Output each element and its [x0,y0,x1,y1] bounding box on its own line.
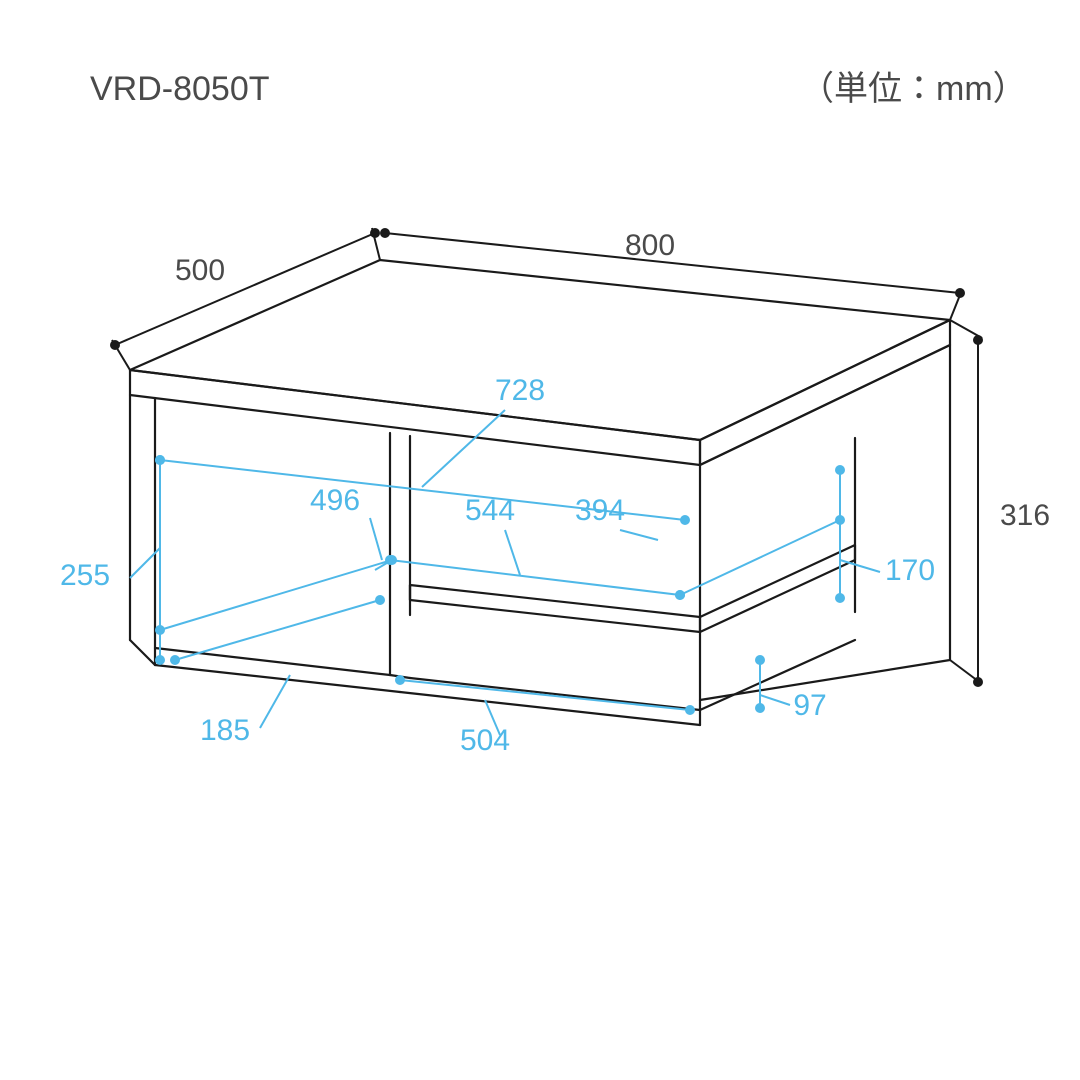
dim-label-d544: 544 [465,494,515,527]
dim-d170: 170 [835,465,935,603]
table-outline [130,260,950,725]
dimension-diagram: VRD-8050T （単位：mm） [0,0,1080,1080]
dim-label-d496: 496 [310,484,360,517]
dim-label-d185: 185 [200,714,250,747]
dim-label-d170: 170 [885,554,935,587]
dim-label-d97: 97 [793,689,826,722]
dim-depth: 500 [175,254,225,287]
dim-label-d255: 255 [60,559,110,592]
dim-label-d394: 394 [575,494,625,527]
dim-height: 316 [1000,499,1050,532]
dim-label-d504: 504 [460,724,510,757]
dim-label-d728: 728 [495,374,545,407]
inner-dimensions: 728 496 544 394 255 170 185 504 97 [60,374,935,757]
dim-d255: 255 [60,455,165,665]
dim-d496: 496 [155,484,397,635]
dim-d544: 544 [385,494,685,600]
dim-d504: 504 [395,675,695,757]
model-number: VRD-8050T [90,70,270,108]
dim-width: 800 [625,229,675,262]
unit-label: （単位：mm） [800,70,1027,108]
